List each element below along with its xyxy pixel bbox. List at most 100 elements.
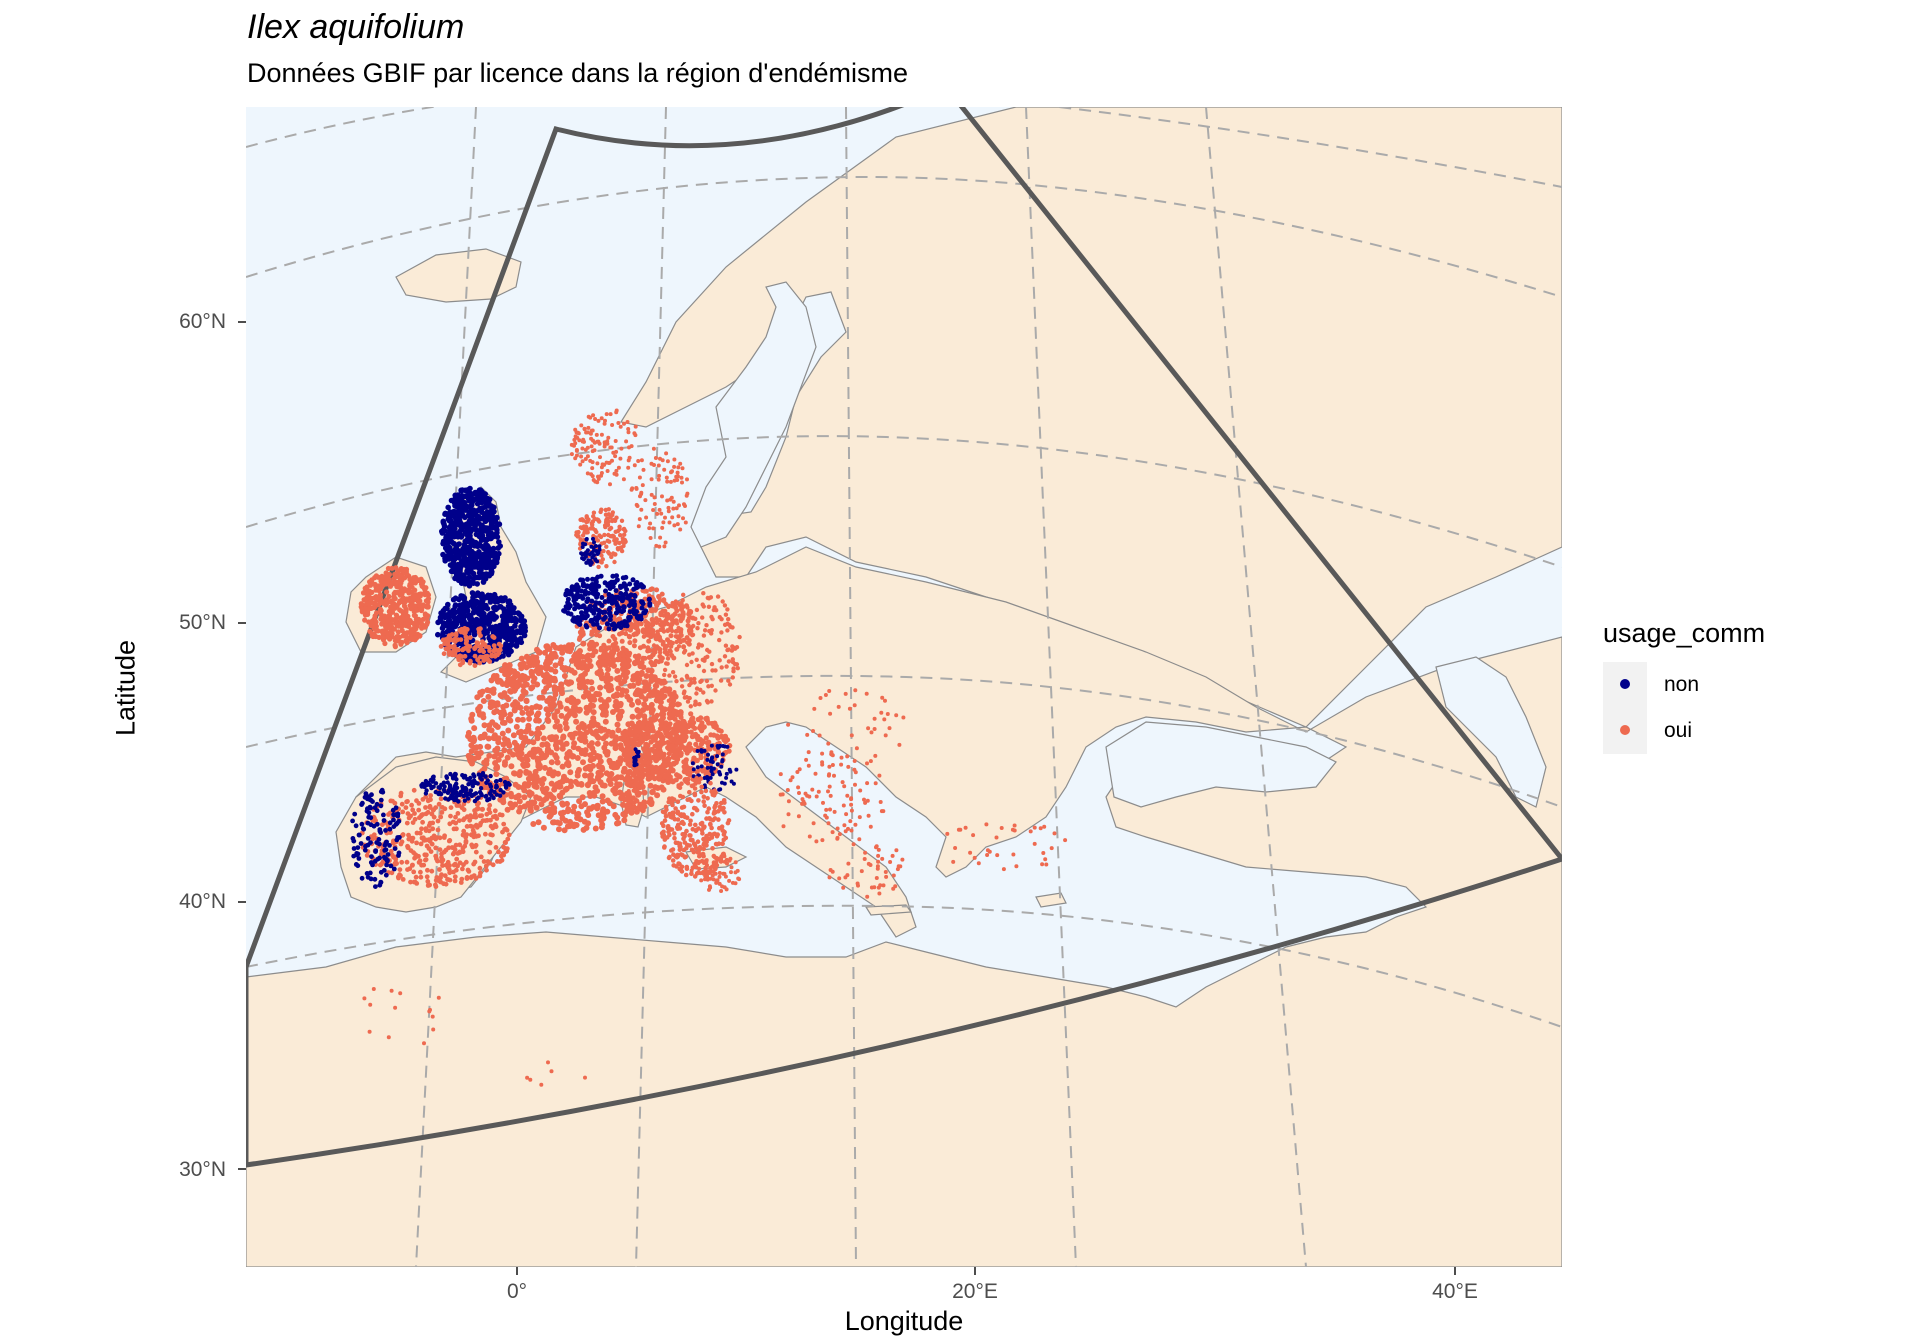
occurrence-point (428, 777, 433, 783)
occurrence-point (658, 535, 663, 540)
occurrence-point (469, 548, 475, 555)
occurrence-point (461, 618, 467, 624)
occurrence-point (477, 865, 483, 871)
occurrence-point (719, 630, 724, 635)
occurrence-point (377, 841, 382, 847)
occurrence-point (542, 678, 549, 685)
occurrence-point (669, 628, 675, 634)
occurrence-point (531, 782, 538, 789)
occurrence-point (615, 528, 621, 534)
occurrence-point (395, 629, 401, 635)
occurrence-point (453, 493, 460, 500)
occurrence-point (578, 781, 585, 787)
occurrence-point (363, 791, 369, 796)
occurrence-point (447, 652, 452, 657)
occurrence-point (651, 526, 656, 531)
occurrence-point (383, 624, 389, 630)
occurrence-point (560, 734, 567, 741)
occurrence-point (455, 851, 461, 856)
occurrence-point (652, 682, 659, 689)
occurrence-point (414, 830, 420, 836)
occurrence-point (594, 517, 600, 522)
occurrence-point (559, 763, 566, 770)
occurrence-point (654, 587, 660, 593)
occurrence-point (619, 620, 625, 626)
occurrence-point (714, 608, 719, 613)
occurrence-point (642, 588, 648, 594)
occurrence-point (691, 623, 696, 629)
occurrence-point (621, 817, 628, 824)
occurrence-point (595, 461, 600, 466)
occurrence-point (408, 631, 414, 637)
occurrence-point (657, 598, 663, 603)
occurrence-point (698, 679, 703, 684)
occurrence-point (394, 603, 400, 609)
occurrence-point (563, 715, 570, 722)
occurrence-point (549, 699, 556, 706)
occurrence-point (592, 825, 599, 832)
occurrence-point (386, 812, 391, 817)
occurrence-point (717, 658, 722, 663)
occurrence-point (395, 835, 401, 840)
occurrence-point (386, 613, 393, 619)
occurrence-point (591, 478, 596, 482)
occurrence-point (571, 821, 578, 828)
occurrence-point (645, 686, 652, 693)
occurrence-point (605, 441, 610, 446)
occurrence-point (418, 841, 424, 847)
occurrence-point (450, 796, 456, 801)
occurrence-point (579, 604, 585, 610)
occurrence-point (660, 494, 664, 499)
occurrence-point (621, 581, 627, 587)
occurrence-point (436, 785, 441, 790)
occurrence-point (417, 633, 423, 639)
occurrence-point (668, 639, 673, 645)
occurrence-point (628, 808, 635, 815)
occurrence-point (388, 621, 394, 627)
occurrence-point (665, 621, 671, 627)
occurrence-point (485, 735, 492, 742)
occurrence-point (461, 595, 468, 601)
occurrence-point (424, 852, 429, 858)
occurrence-point (557, 660, 564, 667)
occurrence-point (613, 736, 620, 743)
occurrence-point (394, 861, 399, 866)
occurrence-point (416, 853, 421, 859)
occurrence-point (460, 784, 465, 789)
occurrence-point (535, 670, 542, 677)
occurrence-point (472, 663, 478, 668)
occurrence-point (685, 491, 690, 496)
occurrence-point (440, 863, 445, 868)
occurrence-point (619, 518, 625, 523)
occurrence-point (483, 831, 488, 837)
occurrence-point (680, 604, 685, 609)
occurrence-point (562, 665, 569, 672)
occurrence-point (500, 620, 507, 626)
occurrence-point (671, 499, 676, 504)
occurrence-point (390, 798, 395, 804)
occurrence-point (686, 616, 692, 621)
occurrence-point (618, 456, 623, 461)
occurrence-point (480, 698, 487, 704)
occurrence-point (569, 591, 574, 597)
occurrence-point (639, 458, 644, 463)
occurrence-point (618, 533, 623, 538)
occurrence-point (636, 524, 641, 529)
occurrence-point (543, 706, 550, 713)
occurrence-point (397, 867, 403, 872)
occurrence-point (433, 845, 439, 851)
occurrence-point (651, 446, 656, 451)
occurrence-point (461, 817, 466, 823)
occurrence-point (584, 519, 589, 525)
occurrence-point (354, 851, 360, 856)
occurrence-point (389, 565, 395, 571)
occurrence-point (507, 648, 513, 655)
occurrence-point (582, 801, 588, 808)
occurrence-point (649, 477, 654, 482)
occurrence-point (636, 459, 641, 463)
occurrence-point (666, 604, 671, 610)
occurrence-point (470, 824, 476, 830)
occurrence-point (599, 595, 605, 600)
occurrence-point (460, 559, 467, 565)
occurrence-point (487, 687, 494, 694)
